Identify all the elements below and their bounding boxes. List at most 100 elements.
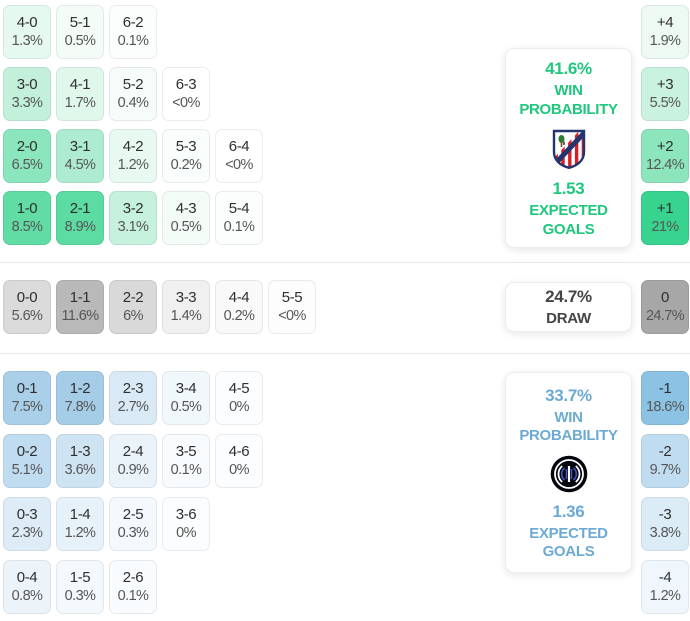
margin-cell--3: -3 3.8%: [641, 497, 689, 551]
draw-label: DRAW: [546, 310, 591, 328]
score-cell-1-5: 1-5 0.3%: [56, 560, 104, 614]
score-cell-2-1: 2-1 8.9%: [56, 191, 104, 245]
score-cell-probability: 2.3%: [11, 524, 43, 541]
score-cell-2-2: 2-2 6%: [109, 280, 157, 334]
score-cell-probability: 0.2%: [170, 156, 202, 173]
score-cell-4-4: 4-4 0.2%: [215, 280, 263, 334]
draw-probability-value: 24.7%: [545, 287, 592, 307]
margin-cell-label: -3: [658, 505, 672, 523]
score-cell-probability: 0.1%: [223, 218, 255, 235]
score-cell-label: 0-4: [16, 568, 38, 586]
score-cell-3-0: 3-0 3.3%: [3, 67, 51, 121]
score-cell-6-2: 6-2 0.1%: [109, 5, 157, 59]
score-cell-0-2: 0-2 5.1%: [3, 434, 51, 488]
margin-cell-label: -2: [658, 442, 672, 460]
score-cell-2-0: 2-0 6.5%: [3, 129, 51, 183]
score-cell-label: 2-1: [69, 199, 91, 217]
margin-cell-+3: +3 5.5%: [641, 67, 689, 121]
score-cell-label: 2-0: [16, 137, 38, 155]
score-cell-0-1: 0-1 7.5%: [3, 371, 51, 425]
away-win-label-line1: WIN: [554, 408, 583, 426]
home-win-label-line1: WIN: [554, 82, 583, 100]
home-xg-label-line1: EXPECTED: [529, 202, 608, 220]
score-cell-label: 4-5: [228, 379, 250, 397]
score-cell-label: 5-4: [228, 199, 250, 217]
score-cell-probability: 1.3%: [11, 32, 43, 49]
margin-cell-+2: +2 12.4%: [641, 129, 689, 183]
home-xg-label-line2: GOALS: [542, 220, 595, 238]
score-cell-label: 4-4: [228, 288, 250, 306]
score-cell-probability: 5.1%: [11, 461, 43, 478]
score-cell-4-5: 4-5 0%: [215, 371, 263, 425]
score-cell-label: 1-0: [16, 199, 38, 217]
score-cell-6-3: 6-3 <0%: [162, 67, 210, 121]
margin-cell-label: +3: [656, 75, 674, 93]
score-cell-3-5: 3-5 0.1%: [162, 434, 210, 488]
score-cell-5-4: 5-4 0.1%: [215, 191, 263, 245]
score-cell-1-3: 1-3 3.6%: [56, 434, 104, 488]
margin-cell-probability: 21%: [651, 218, 679, 235]
score-cell-probability: 2.7%: [117, 398, 149, 415]
score-cell-label: 1-1: [69, 288, 91, 306]
margin-cell-label: +2: [656, 137, 674, 155]
score-cell-label: 4-1: [69, 75, 91, 93]
score-cell-label: 3-3: [175, 288, 197, 306]
score-cell-probability: <0%: [225, 156, 253, 173]
home-win-label-line2: PROBABILITY: [519, 100, 618, 118]
score-cell-0-3: 0-3 2.3%: [3, 497, 51, 551]
separator-bottom: [0, 353, 690, 354]
score-cell-probability: 6%: [123, 307, 143, 324]
score-cell-probability: 7.5%: [11, 398, 43, 415]
score-cell-probability: 0.4%: [117, 94, 149, 111]
margin-cell-probability: 1.2%: [649, 587, 681, 604]
score-cell-label: 6-2: [122, 13, 144, 31]
away-xg-label-line2: GOALS: [542, 543, 595, 561]
score-cell-probability: 3.6%: [64, 461, 96, 478]
score-cell-3-6: 3-6 0%: [162, 497, 210, 551]
score-cell-4-0: 4-0 1.3%: [3, 5, 51, 59]
score-cell-label: 2-2: [122, 288, 144, 306]
score-cell-2-6: 2-6 0.1%: [109, 560, 157, 614]
score-cell-5-2: 5-2 0.4%: [109, 67, 157, 121]
score-cell-probability: 0.5%: [170, 398, 202, 415]
score-cell-label: 3-2: [122, 199, 144, 217]
score-cell-2-4: 2-4 0.9%: [109, 434, 157, 488]
score-cell-probability: <0%: [172, 94, 200, 111]
score-cell-label: 5-2: [122, 75, 144, 93]
score-cell-2-5: 2-5 0.3%: [109, 497, 157, 551]
score-cell-probability: 0.5%: [170, 218, 202, 235]
home-win-probability-value: 41.6%: [545, 59, 592, 79]
margin-cell-probability: 24.7%: [645, 307, 685, 324]
score-cell-4-6: 4-6 0%: [215, 434, 263, 488]
away-win-label-line2: PROBABILITY: [519, 427, 618, 445]
score-cell-probability: 1.4%: [170, 307, 202, 324]
margin-cell-0: 0 24.7%: [641, 280, 689, 334]
margin-cell-probability: 12.4%: [645, 156, 685, 173]
score-cell-1-1: 1-1 11.6%: [56, 280, 104, 334]
score-cell-probability: 8.9%: [64, 218, 96, 235]
score-cell-label: 4-3: [175, 199, 197, 217]
score-cell-1-2: 1-2 7.8%: [56, 371, 104, 425]
score-cell-2-3: 2-3 2.7%: [109, 371, 157, 425]
score-cell-probability: 0.3%: [117, 524, 149, 541]
score-cell-label: 5-1: [69, 13, 91, 31]
score-cell-1-4: 1-4 1.2%: [56, 497, 104, 551]
margin-cell-label: -4: [658, 568, 672, 586]
inter-milan-crest-icon: [550, 455, 587, 492]
score-cell-probability: 0.9%: [117, 461, 149, 478]
margin-cell-label: +1: [656, 199, 674, 217]
atletico-madrid-crest-icon: [552, 129, 585, 170]
score-cell-0-4: 0-4 0.8%: [3, 560, 51, 614]
margin-cell-label: +4: [656, 13, 674, 31]
score-cell-label: 0-1: [16, 379, 38, 397]
score-cell-probability: 0.3%: [64, 587, 96, 604]
score-cell-label: 3-0: [16, 75, 38, 93]
score-cell-0-0: 0-0 5.6%: [3, 280, 51, 334]
score-cell-label: 4-2: [122, 137, 144, 155]
away-win-panel: 33.7% WIN PROBABILITY 1.36 EXPECTED GOAL…: [505, 372, 632, 573]
away-win-probability-value: 33.7%: [545, 385, 592, 405]
margin-cell-probability: 3.8%: [649, 524, 681, 541]
score-cell-3-1: 3-1 4.5%: [56, 129, 104, 183]
score-cell-label: 3-6: [175, 505, 197, 523]
